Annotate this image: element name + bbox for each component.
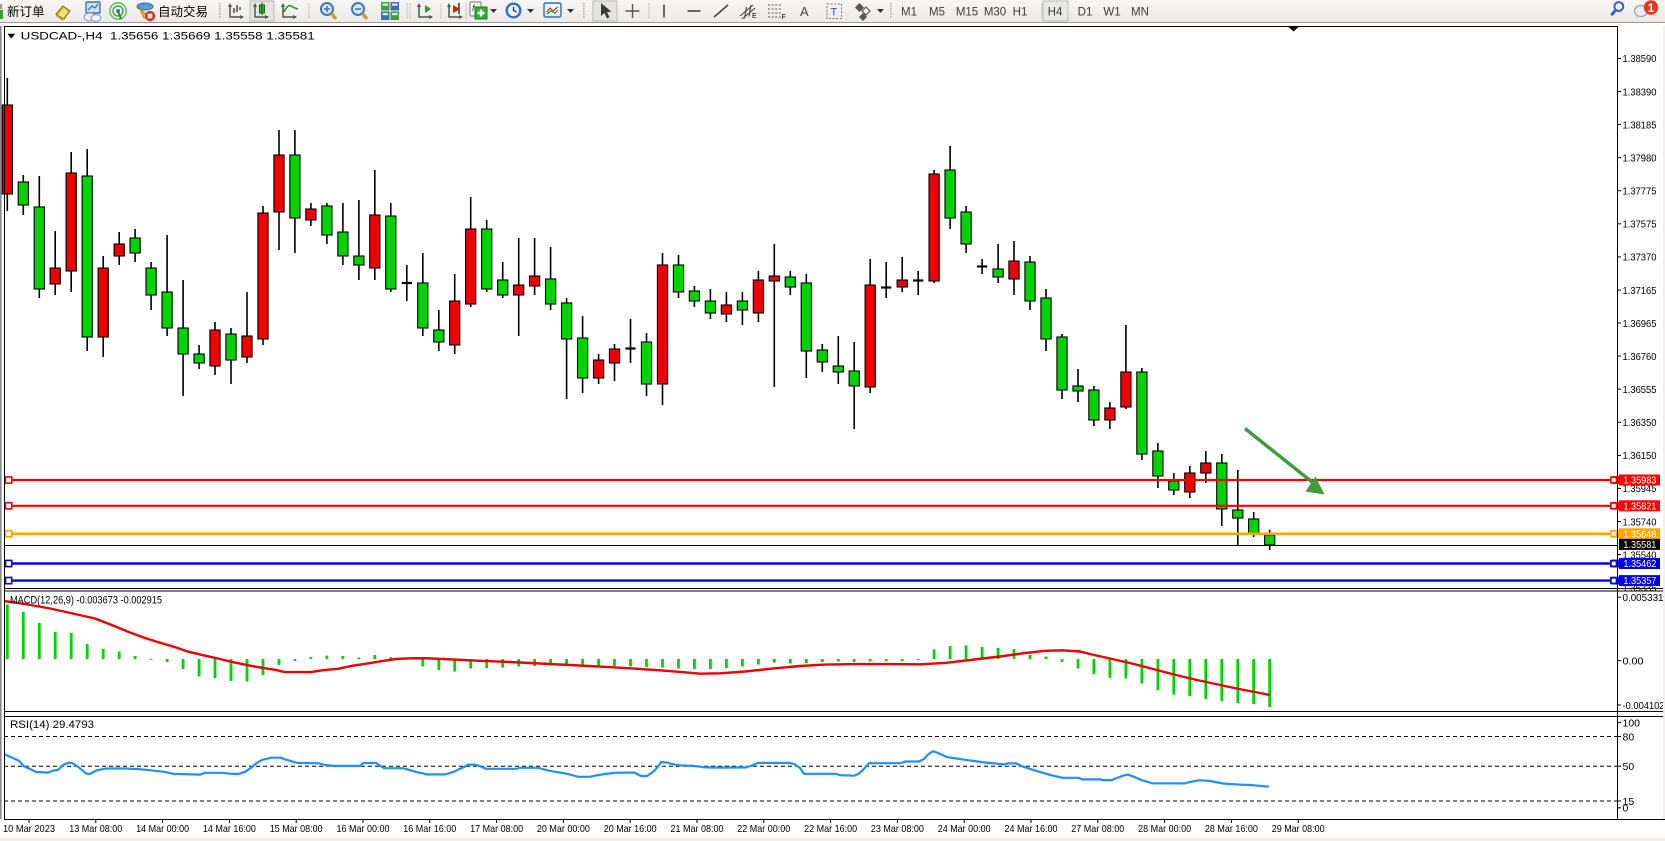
svg-text:20 Mar 16:00: 20 Mar 16:00 (604, 823, 657, 835)
svg-text:D1: D1 (1078, 7, 1093, 19)
svg-text:100: 100 (1623, 717, 1641, 729)
svg-text:1.35581: 1.35581 (1623, 539, 1656, 551)
svg-text:17 Mar 08:00: 17 Mar 08:00 (470, 823, 523, 835)
svg-text:1.36150: 1.36150 (1623, 450, 1657, 462)
svg-text:80: 80 (1623, 731, 1635, 743)
svg-text:1.38185: 1.38185 (1623, 119, 1657, 131)
svg-text:1.35945: 1.35945 (1623, 483, 1657, 495)
svg-text:M15: M15 (956, 7, 978, 19)
svg-text:1.38390: 1.38390 (1623, 86, 1657, 98)
svg-text:MACD(12,26,9) -0.003673 -0.002: MACD(12,26,9) -0.003673 -0.002915 (10, 595, 162, 607)
svg-text:1.35648: 1.35648 (1623, 528, 1656, 540)
svg-text:1.36350: 1.36350 (1623, 417, 1657, 429)
svg-text:F: F (782, 14, 786, 21)
svg-text:新订单: 新订单 (7, 4, 45, 19)
svg-text:T: T (831, 7, 838, 19)
svg-text:M30: M30 (984, 7, 1006, 19)
svg-text:22 Mar 16:00: 22 Mar 16:00 (804, 823, 857, 835)
svg-text:22 Mar 00:00: 22 Mar 00:00 (737, 823, 790, 835)
svg-text:10 Mar 2023: 10 Mar 2023 (3, 823, 55, 835)
svg-text:A: A (800, 4, 809, 19)
svg-text:-0.004102: -0.004102 (1623, 700, 1665, 712)
svg-text:14 Mar 00:00: 14 Mar 00:00 (136, 823, 189, 835)
svg-text:20 Mar 00:00: 20 Mar 00:00 (537, 823, 590, 835)
svg-text:28 Mar 16:00: 28 Mar 16:00 (1205, 823, 1258, 835)
svg-text:16 Mar 16:00: 16 Mar 16:00 (403, 823, 456, 835)
svg-text:1.36760: 1.36760 (1623, 351, 1657, 363)
svg-text:MN: MN (1131, 7, 1149, 19)
svg-text:50: 50 (1623, 761, 1635, 773)
svg-text:1.36965: 1.36965 (1623, 318, 1657, 330)
svg-text:1.35462: 1.35462 (1623, 558, 1656, 570)
svg-text:0.00: 0.00 (1623, 655, 1644, 667)
svg-text:28 Mar 00:00: 28 Mar 00:00 (1138, 823, 1191, 835)
svg-text:0.005331: 0.005331 (1623, 592, 1664, 604)
svg-text:1.37575: 1.37575 (1623, 219, 1657, 231)
svg-text:自动交易: 自动交易 (158, 4, 208, 19)
svg-text:24 Mar 16:00: 24 Mar 16:00 (1005, 823, 1058, 835)
svg-text:29 Mar 08:00: 29 Mar 08:00 (1272, 823, 1325, 835)
svg-text:15 Mar 08:00: 15 Mar 08:00 (270, 823, 323, 835)
svg-text:1.37775: 1.37775 (1623, 186, 1657, 198)
svg-text:M1: M1 (901, 7, 917, 19)
svg-text:21 Mar 08:00: 21 Mar 08:00 (671, 823, 724, 835)
svg-text:H1: H1 (1013, 7, 1028, 19)
svg-text:1.35740: 1.35740 (1623, 516, 1657, 528)
svg-text:0: 0 (1623, 803, 1629, 815)
svg-text:1.35983: 1.35983 (1623, 475, 1656, 487)
svg-text:M5: M5 (929, 7, 945, 19)
svg-text:1.35357: 1.35357 (1623, 575, 1656, 587)
svg-text:27 Mar 08:00: 27 Mar 08:00 (1071, 823, 1124, 835)
svg-text:RSI(14) 29.4793: RSI(14) 29.4793 (10, 719, 94, 731)
svg-text:W1: W1 (1103, 7, 1120, 19)
svg-text:H4: H4 (1048, 7, 1063, 19)
svg-text:1: 1 (1648, 1, 1655, 15)
svg-text:16 Mar 00:00: 16 Mar 00:00 (337, 823, 390, 835)
svg-text:15: 15 (1623, 796, 1635, 808)
svg-text:1.37980: 1.37980 (1623, 152, 1657, 164)
svg-text:1.37165: 1.37165 (1623, 285, 1657, 297)
svg-text:1.38590: 1.38590 (1623, 53, 1657, 65)
svg-text:14 Mar 16:00: 14 Mar 16:00 (203, 823, 256, 835)
svg-text:24 Mar 00:00: 24 Mar 00:00 (938, 823, 991, 835)
svg-text:23 Mar 08:00: 23 Mar 08:00 (871, 823, 924, 835)
svg-text:1.36555: 1.36555 (1623, 384, 1657, 396)
svg-text:f: f (472, 3, 476, 13)
svg-text:E: E (752, 13, 757, 20)
svg-text:1.37370: 1.37370 (1623, 252, 1657, 264)
svg-text:USDCAD-,H4 1.35656 1.35669 1.: USDCAD-,H4 1.35656 1.35669 1.35558 1.355… (21, 31, 315, 43)
svg-text:1.35821: 1.35821 (1623, 500, 1656, 512)
svg-text:13 Mar 08:00: 13 Mar 08:00 (69, 823, 122, 835)
